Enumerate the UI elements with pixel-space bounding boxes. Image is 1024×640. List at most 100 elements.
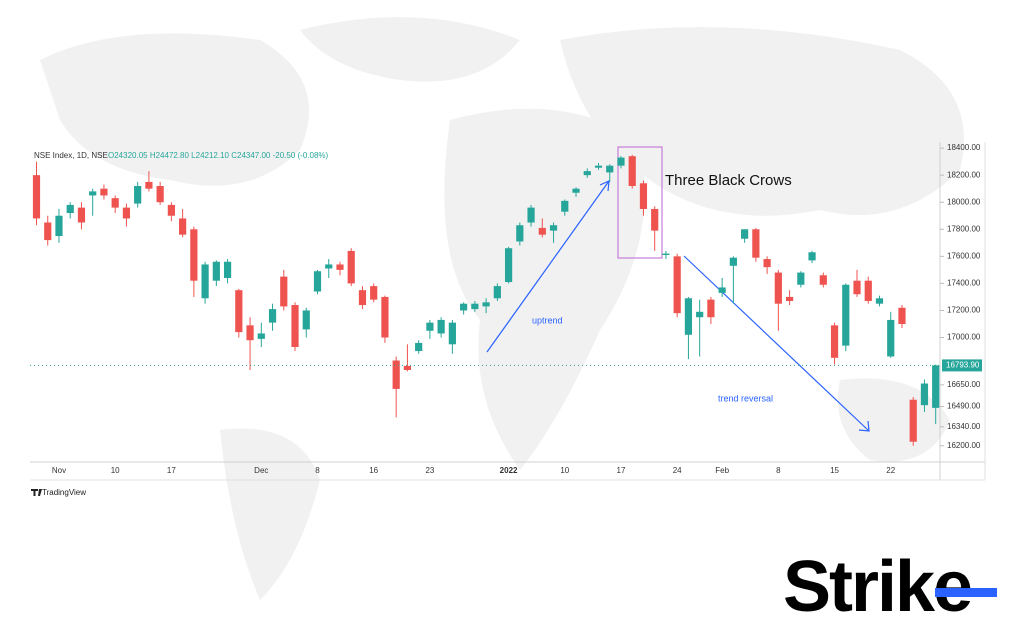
candle-body	[403, 365, 412, 370]
candle-body	[268, 309, 277, 323]
candle-body	[763, 259, 771, 268]
candle-body	[875, 298, 884, 304]
tv-icon	[31, 489, 42, 496]
candle-body	[594, 165, 603, 168]
x-tick-label: 22	[886, 466, 895, 475]
candle-body	[504, 248, 513, 283]
candle-body	[235, 290, 243, 333]
candle-body	[662, 253, 670, 255]
source: TradingView	[42, 488, 86, 497]
candle-body	[572, 188, 580, 193]
candle-body	[549, 225, 558, 231]
candle-body	[842, 284, 850, 346]
candle-body	[561, 200, 569, 212]
candle-body	[718, 287, 726, 293]
candle-body	[257, 333, 265, 339]
reversal-arrow	[683, 255, 870, 432]
candle-body	[392, 360, 400, 389]
candle-body	[100, 188, 108, 196]
y-tick-label: 17200.00	[947, 306, 981, 315]
candle-body	[437, 319, 445, 334]
candle-body	[898, 307, 906, 324]
candle-body	[460, 303, 468, 311]
x-tick-label: 24	[673, 466, 682, 475]
candle-body	[639, 183, 648, 209]
y-tick-label: 17800.00	[947, 224, 981, 233]
pattern-label: Three Black Crows	[665, 172, 792, 189]
y-tick-label: 16650.00	[947, 380, 981, 389]
candle-body	[493, 286, 501, 299]
y-tick-label: 17000.00	[947, 333, 981, 342]
candle-body	[280, 276, 288, 307]
candle-body	[190, 229, 198, 281]
candle-body	[223, 261, 232, 278]
candle-body	[853, 280, 861, 295]
candle-body	[797, 272, 805, 285]
candle-body	[415, 342, 423, 352]
candle-body	[381, 296, 389, 338]
candle-body	[920, 383, 929, 406]
candle-body	[741, 229, 749, 239]
candle-body	[370, 286, 378, 300]
x-tick-label: 17	[167, 466, 176, 475]
candle-body	[55, 215, 63, 237]
x-tick-label: 17	[617, 466, 626, 475]
x-tick-label: 8	[776, 466, 781, 475]
y-tick-label: 16490.00	[947, 402, 981, 411]
candle-body	[426, 322, 434, 331]
x-tick-label: 8	[315, 466, 320, 475]
y-tick-label: 16200.00	[947, 441, 981, 450]
candle-body	[156, 185, 164, 203]
candle-body	[774, 272, 782, 304]
candle-body	[89, 191, 97, 196]
candle-body	[167, 204, 175, 216]
candle-body	[358, 290, 367, 306]
symbol: NSE Index, 1D, NSE	[34, 151, 108, 160]
candle-body	[246, 325, 254, 341]
candle-body	[347, 250, 355, 284]
x-tick-label: 2022	[500, 466, 518, 475]
x-tick-label: 16	[369, 466, 378, 475]
candle-body	[179, 218, 187, 235]
uptrend-label: uptrend	[532, 315, 563, 325]
arrow-head	[858, 420, 870, 432]
candle-body	[684, 298, 693, 335]
candle-body	[617, 157, 625, 166]
candle-body	[909, 399, 917, 442]
candle-body	[482, 302, 490, 307]
world-map-background	[40, 17, 964, 600]
candle-body	[471, 303, 479, 310]
candle-body	[325, 264, 333, 269]
candle-body	[538, 227, 546, 235]
x-tick-label: 10	[111, 466, 120, 475]
candle-body	[864, 280, 872, 301]
candle-body	[134, 185, 142, 204]
candle-body	[448, 322, 456, 345]
y-tick-label: 18400.00	[947, 143, 981, 152]
candle-body	[830, 325, 839, 358]
candle-body	[887, 319, 895, 357]
candle-body	[32, 175, 41, 219]
candle-body	[212, 261, 220, 281]
arrow-head	[599, 180, 610, 192]
candle-body	[201, 264, 209, 299]
x-tick-label: Feb	[715, 466, 729, 475]
x-tick-label: 15	[830, 466, 839, 475]
candle-body	[785, 296, 794, 301]
candle-body	[696, 311, 704, 318]
candle-body	[516, 225, 524, 242]
logo-accent	[935, 588, 997, 597]
candle-body	[77, 207, 86, 223]
uptrend-arrow	[486, 180, 610, 353]
last-price-tag	[942, 359, 982, 372]
y-tick-label: 16340.00	[947, 422, 981, 431]
candle-body	[302, 310, 310, 330]
candle-body	[527, 207, 535, 223]
candle-body	[66, 204, 74, 214]
reversal-label: trend reversal	[718, 393, 773, 403]
y-tick-label: 18200.00	[947, 170, 981, 179]
candle-body	[583, 171, 591, 176]
candle-body	[336, 264, 344, 270]
candle-body	[111, 198, 119, 208]
